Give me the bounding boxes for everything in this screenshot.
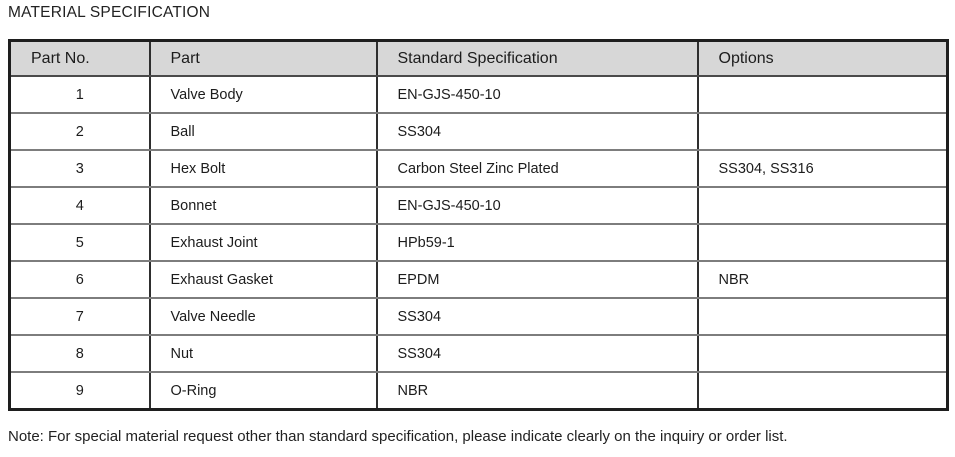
options-cell: [696, 75, 949, 114]
part-no-cell: 9: [8, 371, 151, 411]
part-no-cell: 5: [8, 223, 151, 262]
spec-cell: EN-GJS-450-10: [375, 186, 699, 225]
options-cell: [696, 371, 949, 411]
options-cell: [696, 112, 949, 151]
table-row: 6 Exhaust Gasket EPDM NBR: [8, 260, 949, 299]
column-header-3: Standard Specification: [375, 40, 699, 77]
part-no-cell: 8: [8, 334, 151, 373]
spec-cell: Carbon Steel Zinc Plated: [375, 149, 699, 188]
part-cell: Hex Bolt: [148, 149, 378, 188]
spec-cell: SS304: [375, 334, 699, 373]
part-no-cell: 4: [8, 186, 151, 225]
spec-cell: NBR: [375, 371, 699, 411]
footnote: Note: For special material request other…: [8, 428, 788, 445]
table-row: 5 Exhaust Joint HPb59-1: [8, 223, 949, 262]
part-cell: Exhaust Gasket: [148, 260, 378, 299]
options-cell: [696, 334, 949, 373]
spec-cell: EPDM: [375, 260, 699, 299]
table-row: 2 Ball SS304: [8, 112, 949, 151]
column-header-2: Part: [148, 40, 378, 77]
part-no-cell: 1: [8, 75, 151, 114]
part-no-cell: 3: [8, 149, 151, 188]
spec-table-head-row: Part No. Part Standard Specification Option…: [8, 40, 949, 77]
part-cell: Ball: [148, 112, 378, 151]
part-cell: O-Ring: [148, 371, 378, 411]
page-title: MATERIAL SPECIFICATION: [8, 4, 211, 21]
part-no-cell: 7: [8, 297, 151, 336]
part-cell: Bonnet: [148, 186, 378, 225]
column-header-4: Options: [696, 40, 949, 77]
spec-cell: SS304: [375, 112, 699, 151]
table-row: 3 Hex Bolt Carbon Steel Zinc Plated SS304, …: [8, 149, 949, 188]
table-row: 4 Bonnet EN-GJS-450-10: [8, 186, 949, 225]
part-cell: Nut: [148, 334, 378, 373]
spec-table-body: 1 Valve Body EN-GJS-450-10 2 Ball SS304 3 Hex B…: [8, 75, 949, 411]
part-no-cell: 2: [8, 112, 151, 151]
table-row: 8 Nut SS304: [8, 334, 949, 373]
options-cell: [696, 223, 949, 262]
spec-cell: EN-GJS-450-10: [375, 75, 699, 114]
table-row: 9 O-Ring NBR: [8, 371, 949, 411]
options-cell: [696, 186, 949, 225]
material-spec-table: Part No. Part Standard Specification Option…: [8, 39, 949, 411]
table-row: 1 Valve Body EN-GJS-450-10: [8, 75, 949, 114]
part-cell: Valve Needle: [148, 297, 378, 336]
column-header-1: Part No.: [8, 40, 151, 77]
spec-cell: SS304: [375, 297, 699, 336]
options-cell: NBR: [696, 260, 949, 299]
table-row: 7 Valve Needle SS304: [8, 297, 949, 336]
options-cell: [696, 297, 949, 336]
part-cell: Valve Body: [148, 75, 378, 114]
part-no-cell: 6: [8, 260, 151, 299]
spec-cell: HPb59-1: [375, 223, 699, 262]
part-cell: Exhaust Joint: [148, 223, 378, 262]
options-cell: SS304, SS316: [696, 149, 949, 188]
